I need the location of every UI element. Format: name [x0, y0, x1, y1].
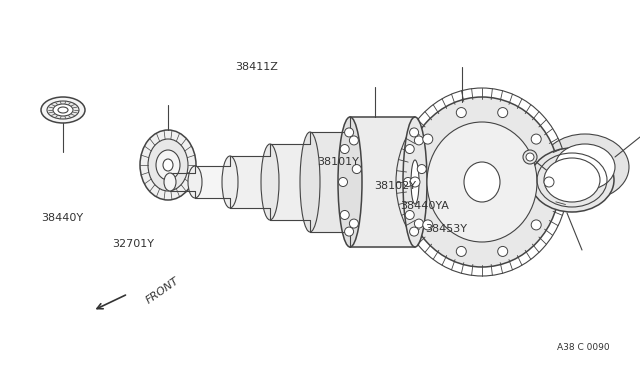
- Ellipse shape: [526, 153, 534, 161]
- Ellipse shape: [188, 166, 202, 198]
- Ellipse shape: [411, 160, 419, 204]
- Ellipse shape: [140, 130, 196, 200]
- Circle shape: [531, 220, 541, 230]
- Ellipse shape: [164, 173, 176, 191]
- Circle shape: [410, 177, 420, 187]
- Ellipse shape: [156, 150, 180, 180]
- Circle shape: [414, 136, 424, 145]
- Ellipse shape: [148, 139, 188, 191]
- Ellipse shape: [523, 150, 537, 164]
- Ellipse shape: [261, 144, 279, 220]
- Ellipse shape: [544, 158, 600, 202]
- Circle shape: [498, 108, 508, 118]
- Circle shape: [456, 108, 467, 118]
- Ellipse shape: [541, 134, 629, 200]
- Ellipse shape: [555, 144, 615, 190]
- Ellipse shape: [300, 132, 320, 232]
- Text: FRONT: FRONT: [144, 275, 181, 305]
- Ellipse shape: [403, 117, 427, 247]
- Circle shape: [414, 219, 424, 228]
- Text: 38101Y: 38101Y: [317, 157, 358, 167]
- Circle shape: [423, 134, 433, 144]
- Circle shape: [544, 177, 554, 187]
- Circle shape: [340, 211, 349, 219]
- Circle shape: [403, 177, 413, 186]
- Circle shape: [410, 227, 419, 236]
- Text: 32701Y: 32701Y: [112, 239, 154, 248]
- Ellipse shape: [404, 97, 560, 267]
- Ellipse shape: [464, 162, 500, 202]
- Ellipse shape: [530, 148, 614, 212]
- Circle shape: [531, 134, 541, 144]
- Ellipse shape: [53, 104, 73, 116]
- Circle shape: [456, 246, 467, 256]
- Circle shape: [344, 128, 353, 137]
- Ellipse shape: [163, 159, 173, 171]
- Ellipse shape: [338, 117, 362, 247]
- Ellipse shape: [427, 122, 537, 242]
- Circle shape: [405, 211, 414, 219]
- Circle shape: [405, 145, 414, 154]
- Circle shape: [410, 128, 419, 137]
- Text: 38411Z: 38411Z: [236, 62, 278, 72]
- Circle shape: [340, 145, 349, 154]
- Ellipse shape: [47, 101, 79, 119]
- Circle shape: [352, 164, 361, 174]
- Circle shape: [349, 219, 358, 228]
- Circle shape: [349, 136, 358, 145]
- Circle shape: [423, 220, 433, 230]
- Circle shape: [339, 177, 348, 186]
- Ellipse shape: [41, 97, 85, 123]
- Circle shape: [417, 164, 426, 174]
- Text: 38440YA: 38440YA: [400, 202, 449, 211]
- Ellipse shape: [58, 107, 68, 113]
- Text: A38 C 0090: A38 C 0090: [557, 343, 609, 352]
- Text: 38440Y: 38440Y: [42, 213, 84, 222]
- Text: 38453Y: 38453Y: [426, 224, 468, 234]
- Text: 38102Y: 38102Y: [374, 181, 417, 191]
- Circle shape: [498, 246, 508, 256]
- Ellipse shape: [222, 156, 238, 208]
- Circle shape: [344, 227, 353, 236]
